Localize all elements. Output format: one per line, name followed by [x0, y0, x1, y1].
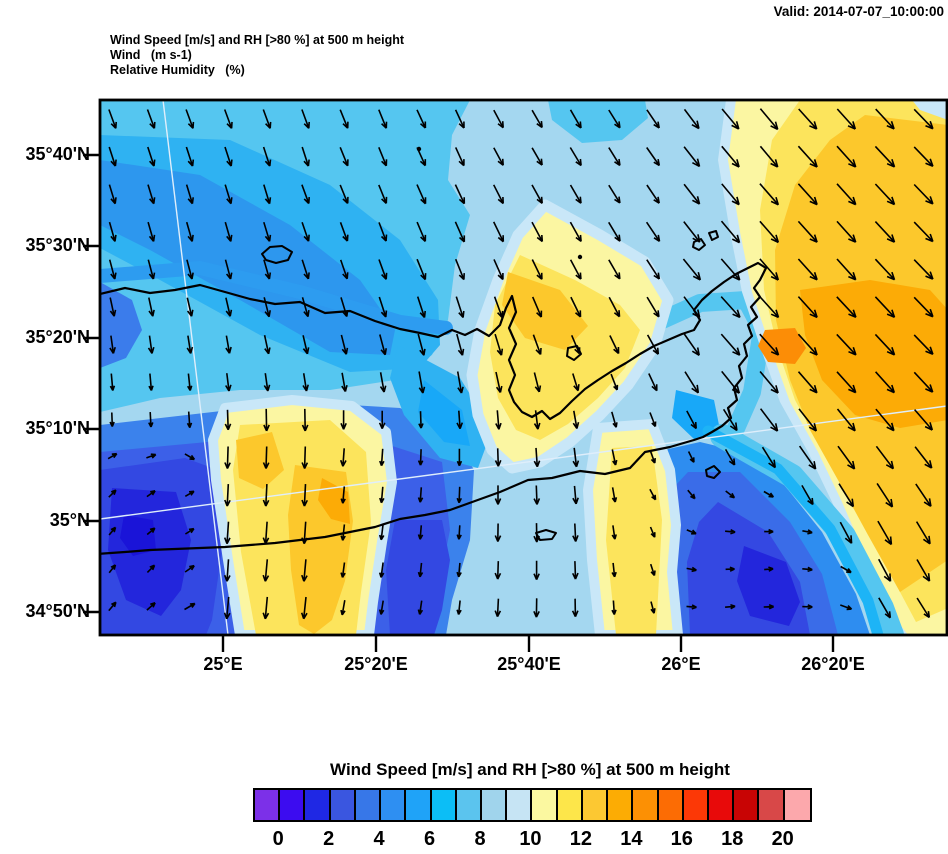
colorbar-cell — [381, 790, 407, 820]
wind-speed-contour-region — [100, 282, 142, 368]
wind-units-label: Wind (m s-1) — [110, 48, 192, 62]
lat-tick-label: 35°N — [49, 510, 90, 530]
colorbar-cell — [255, 790, 281, 820]
colorbar-cell — [431, 790, 457, 820]
valid-timestamp: Valid: 2014-07-07_10:00:00 — [773, 4, 944, 19]
lat-tick-label: 35°10'N — [25, 418, 90, 438]
wind-arrows — [107, 108, 934, 620]
lon-tick-label: 25°20'E — [344, 654, 408, 674]
colorbar-cell — [759, 790, 785, 820]
colorbar-cell — [734, 790, 760, 820]
islet-dot — [577, 254, 583, 260]
colorbar-title: Wind Speed [m/s] and RH [>80 %] at 500 m… — [330, 760, 730, 779]
island-outline — [708, 230, 719, 241]
wind-speed-contour-band — [100, 261, 453, 335]
colorbar-tick-label: 8 — [474, 828, 486, 850]
colorbar-cell — [582, 790, 609, 820]
lon-tick-label: 25°E — [203, 654, 243, 674]
plot-title: Wind Speed [m/s] and RH [>80 %] at 500 m… — [110, 33, 405, 47]
colorbar-cell — [557, 790, 583, 820]
wind-speed-contour-region — [548, 100, 648, 143]
lon-tick-label: 25°40'E — [497, 654, 561, 674]
wind-speed-contour-region — [236, 432, 284, 489]
island-outline — [566, 345, 582, 361]
colorbar-cell — [784, 790, 810, 820]
colorbar-cell — [355, 790, 382, 820]
colorbar-tick-label: 0 — [272, 828, 284, 850]
wind-speed-contour-region — [912, 100, 947, 120]
map-frame — [98, 98, 948, 637]
colorbar-cell — [456, 790, 482, 820]
wind-speed-contour-region — [800, 280, 947, 428]
colorbar-tick-label: 18 — [721, 828, 744, 850]
colorbar-tick-label: 10 — [519, 828, 542, 850]
colorbar-tick-label: 2 — [323, 828, 335, 850]
wind-speed-contour-region — [120, 515, 156, 556]
island-outline — [261, 245, 293, 264]
colorbar-cell — [481, 790, 508, 820]
colorbar-cell — [507, 790, 533, 820]
wind-speed-contour-region — [606, 446, 662, 635]
lon-tick-label: 26°20'E — [801, 654, 865, 674]
graticule-line — [162, 100, 229, 635]
map-layers — [100, 100, 947, 635]
map-canvas — [83, 98, 948, 652]
colorbar-cell — [280, 790, 306, 820]
lon-tick-label: 26°E — [661, 654, 701, 674]
lat-tick-label: 35°30'N — [25, 235, 90, 255]
colorbar-tick-label: 12 — [569, 828, 593, 850]
colorbar-tick-label: 6 — [423, 828, 436, 850]
colorbar-tick-label: 16 — [670, 828, 693, 850]
island-outline — [535, 529, 557, 541]
colorbar-tick-label: 20 — [771, 828, 794, 850]
wind-speed-contour-region — [100, 160, 395, 355]
colorbar-cell — [683, 790, 709, 820]
colorbar-cell — [532, 790, 558, 820]
lat-tick-label: 35°40'N — [25, 144, 90, 164]
wind-speed-contour-region — [502, 272, 588, 350]
wind-speed-contour-region — [758, 328, 806, 364]
colorbar-cell — [330, 790, 356, 820]
colorbar-cell — [406, 790, 432, 820]
colorbar-cell — [633, 790, 659, 820]
crete-coastline — [100, 261, 768, 555]
colorbar-cell — [708, 790, 735, 820]
island-outline — [705, 465, 721, 479]
colorbar-tick-label: 4 — [373, 828, 385, 850]
lat-tick-label: 35°20'N — [25, 327, 90, 347]
colorbar-cell — [608, 790, 634, 820]
colorbar-cell — [658, 790, 684, 820]
wind-speed-contour-region — [418, 380, 470, 446]
wind-speed-contour-region — [737, 546, 800, 626]
graticule-line — [100, 405, 947, 520]
colorbar-tick-label: 14 — [620, 828, 643, 850]
colorbar — [253, 788, 812, 822]
wind-speed-contour-region — [386, 520, 450, 635]
colorbar-cell — [305, 790, 331, 820]
rh-units-label: Relative Humidity (%) — [110, 63, 245, 77]
wind-speed-contour-band — [702, 425, 884, 635]
lat-tick-label: 34°50'N — [25, 601, 90, 621]
